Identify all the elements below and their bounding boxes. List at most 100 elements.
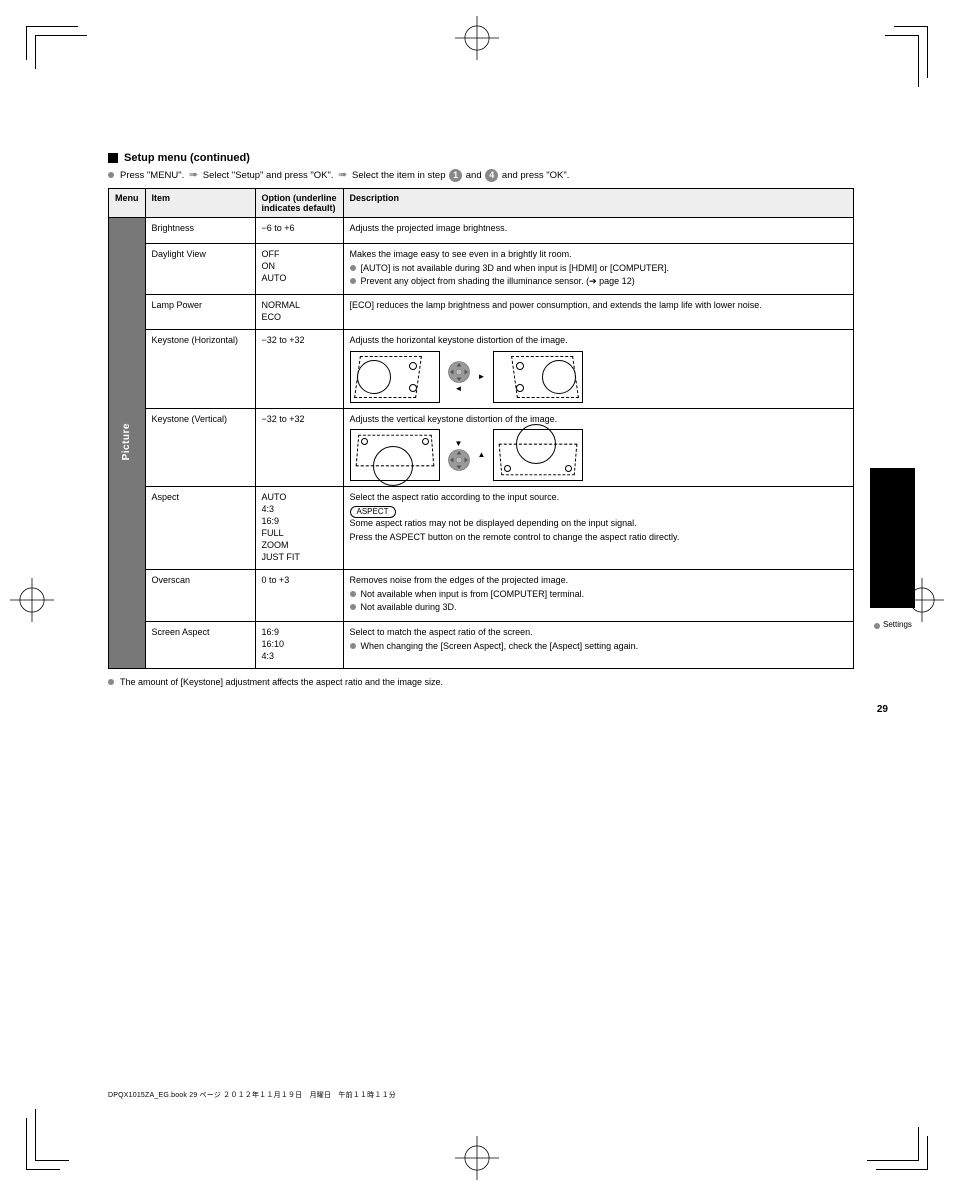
category-cell: Picture [109,218,146,668]
bullet-text: Prevent any object from shading the illu… [361,276,635,287]
item-cell: Brightness [145,218,255,243]
option-value: 0 to +3 [262,575,337,585]
item-cell: Lamp Power [145,295,255,330]
intro-line: Press "MENU". ➠ Select "Setup" and press… [108,168,854,182]
description-cell: Makes the image easy to see even in a br… [343,243,854,295]
keystone-diagram: ▼ ▲ [350,429,848,481]
page-number: 29 [877,704,888,715]
item-cell: Keystone (Vertical) [145,408,255,486]
arrow-left-icon: ◄ [455,384,463,393]
option-value: 16:10 [262,639,337,649]
navpad-icon [448,449,470,471]
bullet-line: Not available during 3D. [350,602,848,613]
screen-diagram [350,351,440,403]
option-value: ZOOM [262,540,337,550]
side-tab-label: Settings [870,618,915,629]
option-value: AUTO [262,492,337,502]
arrow-up-icon: ▲ [478,450,486,459]
option-cell: −32 to +32 [255,330,343,408]
crop-mark [885,35,919,87]
bullet-text: [AUTO] is not available during 3D and wh… [361,263,669,274]
bullet-dot-icon [874,623,880,629]
option-value: 4:3 [262,504,337,514]
bullet-dot-icon [108,679,114,685]
table-row: Screen Aspect16:916:104:3Select to match… [109,621,854,668]
navpad-icon [448,361,470,383]
bullet-dot-icon [350,278,356,284]
bullet-dot-icon [350,591,356,597]
bullet-line: Prevent any object from shading the illu… [350,276,848,287]
option-value: OFF [262,249,337,259]
table-header-row: Menu Item Option (underline indicates de… [109,189,854,218]
arrow-icon: ➠ [187,169,200,181]
step-marker-1-icon: 1 [449,169,462,182]
nav-hint: ▼ [448,439,470,471]
description-text: Removes noise from the edges of the proj… [350,575,848,586]
screen-diagram [350,429,440,481]
crop-mark [35,1109,69,1161]
description-text: Adjusts the horizontal keystone distorti… [350,335,848,346]
step-marker-4-icon: 4 [485,169,498,182]
bullet-line: When changing the [Screen Aspect], check… [350,641,848,652]
bullet-line: [AUTO] is not available during 3D and wh… [350,263,848,274]
option-value: ON [262,261,337,271]
option-value: FULL [262,528,337,538]
table-row: Daylight View OFF ON AUTO Makes the image ea… [109,243,854,295]
option-value: ECO [262,312,337,322]
bullet-line: Not available when input is from [COMPUT… [350,589,848,600]
description-text: Adjusts the vertical keystone distortion… [350,414,848,425]
square-bullet-icon [108,153,118,163]
description-cell: Removes noise from the edges of the proj… [343,569,854,621]
table-row: Keystone (Horizontal) −32 to +32 Adjusts t… [109,330,854,408]
screen-diagram [493,429,583,481]
option-value: −32 to +32 [262,335,337,345]
footnote-text: The amount of [Keystone] adjustment affe… [120,677,443,689]
registration-mark-icon [10,578,54,622]
settings-table: Menu Item Option (underline indicates de… [108,188,854,668]
table-row: Keystone (Vertical)−32 to +32Adjusts the… [109,408,854,486]
col-option: Option (underline indicates default) [255,189,343,218]
note-text: Press the ASPECT button on the remote co… [350,532,848,543]
footnote: The amount of [Keystone] adjustment affe… [108,677,854,689]
item-cell: Daylight View [145,243,255,295]
option-cell: −6 to +6 [255,218,343,243]
table-row: PictureBrightness−6 to +6Adjusts the pro… [109,218,854,243]
bullet-dot-icon [350,643,356,649]
option-cell: AUTO 4:3 16:9 FULL ZOOM JUST FIT [255,486,343,569]
description-cell: Adjusts the vertical keystone distortion… [343,408,854,486]
col-item: Item [145,189,255,218]
heading-text: Setup menu (continued) [124,152,250,164]
option-value: JUST FIT [262,552,337,562]
keystone-diagram: ◄ ► [350,351,848,403]
description-cell: Adjusts the projected image brightness. [343,218,854,243]
side-tab [870,468,915,608]
description-text: Adjusts the projected image brightness. [350,223,848,234]
option-value: AUTO [262,273,337,283]
option-value: 4:3 [262,651,337,661]
col-description: Description [343,189,854,218]
option-cell: NORMAL ECO [255,295,343,330]
description-text: Makes the image easy to see even in a br… [350,249,848,260]
registration-mark-icon [455,1136,499,1180]
item-cell: Keystone (Horizontal) [145,330,255,408]
screen-diagram [493,351,583,403]
description-text: Select to match the aspect ratio of the … [350,627,848,638]
table-row: Overscan0 to +3Removes noise from the ed… [109,569,854,621]
crop-mark [35,35,87,69]
crop-mark [867,1127,919,1161]
bullet-dot-icon [350,265,356,271]
option-cell: OFF ON AUTO [255,243,343,295]
bullet-text: When changing the [Screen Aspect], check… [361,641,639,652]
option-value: NORMAL [262,300,337,310]
item-cell: Aspect [145,486,255,569]
section-heading: Setup menu (continued) [108,152,854,164]
registration-mark-icon [455,16,499,60]
intro-text: Press "MENU". ➠ Select "Setup" and press… [120,168,569,182]
option-value: 16:9 [262,516,337,526]
description-text: [ECO] reduces the lamp brightness and po… [350,300,848,311]
page-content: Setup menu (continued) Press "MENU". ➠ S… [108,152,854,688]
button-pill: ASPECT [350,506,396,518]
table-row: AspectAUTO4:316:9FULLZOOMJUST FITSelect … [109,486,854,569]
bullet-dot-icon [108,172,114,178]
nav-hint: ▲ [478,450,486,459]
